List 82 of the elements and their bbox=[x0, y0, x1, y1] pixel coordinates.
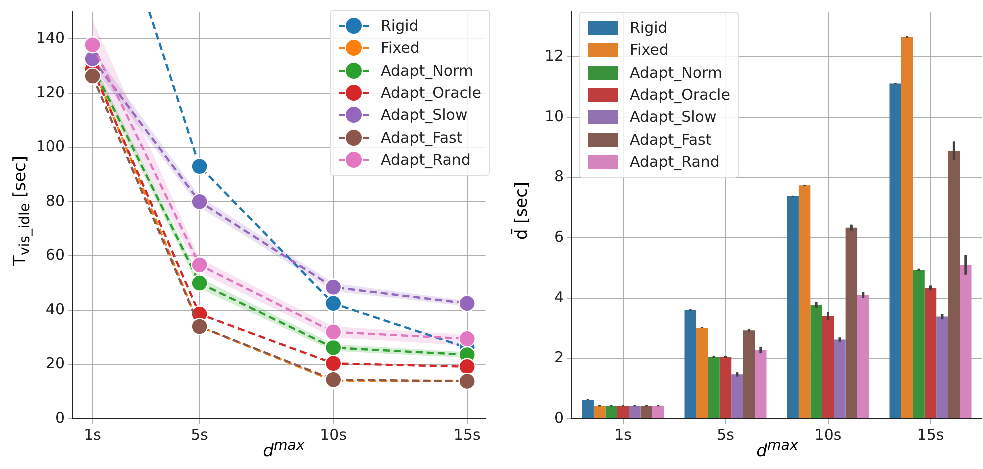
bar bbox=[696, 328, 708, 418]
bar bbox=[822, 316, 834, 418]
x-tick-label: 15s bbox=[454, 426, 481, 444]
x-tick-label: 15s bbox=[917, 426, 944, 444]
point bbox=[84, 68, 102, 85]
bar bbox=[913, 270, 925, 418]
bar bbox=[755, 350, 767, 418]
y-tick-label: 60 bbox=[46, 246, 65, 264]
bar bbox=[743, 330, 756, 418]
legend-label: Adapt_Rand bbox=[381, 150, 471, 169]
legend-label: Adapt_Oracle bbox=[630, 86, 730, 104]
y-tick-label: 120 bbox=[36, 83, 65, 102]
legend-label: Adapt_Rand bbox=[630, 152, 720, 171]
bar bbox=[617, 406, 630, 418]
legend-label: Rigid bbox=[630, 19, 668, 38]
bar bbox=[787, 196, 799, 418]
x-axis-title: d$^{max}$ bbox=[756, 438, 798, 462]
x-tick-label: 5s bbox=[191, 426, 209, 444]
y-tick-label: 0 bbox=[55, 408, 65, 427]
bar bbox=[858, 295, 870, 418]
y-axis-title: d̄ [sec] bbox=[512, 182, 532, 240]
legend-label: Adapt_Slow bbox=[630, 108, 717, 126]
point bbox=[458, 358, 476, 376]
bar bbox=[606, 406, 618, 418]
y-tick-label: 100 bbox=[36, 138, 65, 156]
bar bbox=[960, 264, 972, 418]
bar bbox=[684, 310, 696, 418]
x-tick-label: 1s bbox=[84, 426, 102, 444]
y-tick-label: 140 bbox=[36, 29, 65, 48]
bar bbox=[924, 288, 937, 418]
legend-label: Adapt_Slow bbox=[381, 106, 468, 124]
point bbox=[458, 295, 476, 312]
x-axis-title: d$^{max}$ bbox=[263, 438, 305, 462]
point bbox=[324, 339, 342, 357]
legend-label: Adapt_Oracle bbox=[381, 84, 482, 102]
x-tick-label: 5s bbox=[717, 426, 735, 444]
bar bbox=[890, 84, 902, 418]
point bbox=[324, 324, 342, 341]
point bbox=[84, 36, 102, 54]
legend-label: Adapt_Fast bbox=[381, 128, 463, 147]
y-tick-label: 10 bbox=[544, 107, 564, 126]
point bbox=[324, 295, 342, 312]
bar bbox=[901, 37, 914, 418]
y-tick-label: 80 bbox=[46, 192, 65, 210]
bar bbox=[629, 406, 641, 418]
legend-label: Adapt_Norm bbox=[630, 64, 723, 82]
y-tick-label: 40 bbox=[46, 300, 65, 318]
point bbox=[324, 355, 342, 372]
bar bbox=[936, 316, 948, 418]
x-tick-label: 1s bbox=[614, 426, 632, 444]
x-tick-label: 10s bbox=[814, 426, 842, 444]
y-tick-label: 12 bbox=[544, 47, 564, 66]
y-tick-label: 6 bbox=[554, 228, 564, 246]
legend-label: Fixed bbox=[630, 41, 669, 60]
bar bbox=[720, 357, 732, 418]
legend-label: Rigid bbox=[381, 17, 419, 36]
point bbox=[191, 256, 208, 274]
bar bbox=[834, 340, 846, 418]
bar bbox=[594, 406, 606, 418]
bar bbox=[652, 406, 664, 418]
point bbox=[324, 278, 342, 296]
legend-label: Adapt_Norm bbox=[381, 62, 474, 80]
bar bbox=[798, 186, 811, 418]
bar bbox=[846, 228, 858, 418]
bar bbox=[732, 374, 744, 418]
x-tick-label: 10s bbox=[320, 426, 348, 444]
bar bbox=[582, 400, 594, 418]
point bbox=[458, 330, 476, 348]
y-tick-label: 2 bbox=[554, 348, 564, 367]
point bbox=[191, 274, 208, 292]
y-tick-label: 4 bbox=[554, 288, 564, 306]
legend-label: Adapt_Fast bbox=[630, 130, 712, 149]
bar bbox=[640, 406, 653, 418]
y-tick-label: 0 bbox=[554, 408, 564, 427]
point bbox=[191, 193, 208, 211]
legend-label: Fixed bbox=[381, 39, 420, 58]
y-tick-label: 8 bbox=[554, 168, 564, 186]
y-tick-label: 20 bbox=[46, 354, 65, 373]
point bbox=[191, 158, 208, 176]
bar bbox=[708, 357, 720, 418]
bar bbox=[948, 150, 960, 418]
bar bbox=[810, 305, 822, 418]
